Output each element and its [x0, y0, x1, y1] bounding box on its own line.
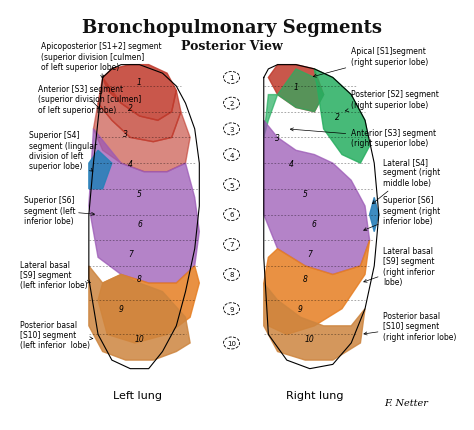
- Text: Apicoposterior [S1+2] segment
(superior division [culmen]
of left superior lobe): Apicoposterior [S1+2] segment (superior …: [40, 42, 161, 79]
- Text: Left lung: Left lung: [113, 390, 162, 400]
- Text: F. Netter: F. Netter: [384, 399, 428, 408]
- Text: 9: 9: [298, 304, 303, 313]
- Text: 1: 1: [137, 78, 142, 87]
- Polygon shape: [268, 65, 324, 113]
- Polygon shape: [93, 104, 190, 172]
- Text: Posterior basal
[S10] segment
(left inferior  lobe): Posterior basal [S10] segment (left infe…: [20, 320, 93, 350]
- Text: 4: 4: [289, 159, 294, 168]
- Text: Bronchopulmonary Segments: Bronchopulmonary Segments: [82, 18, 382, 37]
- Text: Anterior [S3] segment
(superior division [culmen]
of left superior lobe): Anterior [S3] segment (superior division…: [38, 85, 141, 114]
- Text: 8: 8: [229, 272, 234, 278]
- Text: Anterior [S3] segment
(right superior lobe): Anterior [S3] segment (right superior lo…: [290, 129, 437, 148]
- Text: 8: 8: [303, 275, 308, 283]
- Text: 3: 3: [229, 126, 234, 132]
- Text: Lateral [S4]
segment (right
middle lobe): Lateral [S4] segment (right middle lobe): [373, 157, 441, 204]
- Text: 3: 3: [275, 134, 280, 143]
- Text: 9: 9: [118, 304, 124, 313]
- Text: Posterior View: Posterior View: [181, 40, 283, 53]
- Text: 7: 7: [128, 249, 133, 258]
- Polygon shape: [370, 198, 379, 232]
- Polygon shape: [264, 283, 365, 360]
- Text: Posterior basal
[S10] segment
(right inferior lobe): Posterior basal [S10] segment (right inf…: [364, 311, 457, 341]
- Text: 10: 10: [305, 335, 315, 344]
- Text: Superior [S6]
segment (left
inferior lobe): Superior [S6] segment (left inferior lob…: [24, 196, 94, 226]
- Text: 1: 1: [293, 82, 299, 91]
- Text: Apical [S1]segment
(right superior lobe): Apical [S1]segment (right superior lobe): [313, 47, 428, 78]
- Text: 2: 2: [335, 112, 340, 121]
- Text: Right lung: Right lung: [286, 390, 343, 400]
- Text: 6: 6: [312, 219, 317, 228]
- Text: 2: 2: [128, 104, 133, 113]
- Polygon shape: [264, 241, 370, 335]
- Text: Lateral basal
[S9] segment
(right inferior
lobe): Lateral basal [S9] segment (right inferi…: [364, 246, 435, 286]
- Text: 5: 5: [303, 189, 308, 198]
- Polygon shape: [314, 70, 370, 164]
- Polygon shape: [98, 266, 199, 343]
- Polygon shape: [264, 121, 370, 275]
- Text: 4: 4: [229, 152, 234, 158]
- Polygon shape: [103, 65, 176, 121]
- Text: 5: 5: [137, 189, 142, 198]
- Text: 4: 4: [128, 159, 133, 168]
- Text: 7: 7: [307, 249, 312, 258]
- Text: 6: 6: [137, 219, 142, 228]
- Text: Lateral basal
[S9] segment
(left inferior lobe): Lateral basal [S9] segment (left inferio…: [20, 260, 90, 290]
- Text: Superior [S4]
segment (lingular
division of left
superior lobe): Superior [S4] segment (lingular division…: [29, 131, 97, 172]
- Polygon shape: [89, 266, 190, 360]
- Polygon shape: [89, 151, 112, 189]
- Text: Superior [S6]
segment (right
inferior lobe): Superior [S6] segment (right inferior lo…: [364, 196, 441, 231]
- Text: 3: 3: [123, 129, 128, 138]
- Text: 8: 8: [137, 275, 142, 283]
- Text: Posterior [S2] segment
(right superior lobe): Posterior [S2] segment (right superior l…: [346, 90, 439, 112]
- Polygon shape: [89, 129, 199, 283]
- Text: 6: 6: [229, 212, 234, 218]
- Text: 10: 10: [135, 335, 145, 344]
- Text: 2: 2: [229, 101, 234, 107]
- Text: 1: 1: [229, 75, 234, 81]
- Text: 5: 5: [229, 182, 234, 188]
- Text: 9: 9: [229, 306, 234, 312]
- Polygon shape: [264, 70, 324, 138]
- Text: 10: 10: [227, 340, 236, 346]
- Polygon shape: [98, 78, 181, 142]
- Text: 7: 7: [229, 242, 234, 248]
